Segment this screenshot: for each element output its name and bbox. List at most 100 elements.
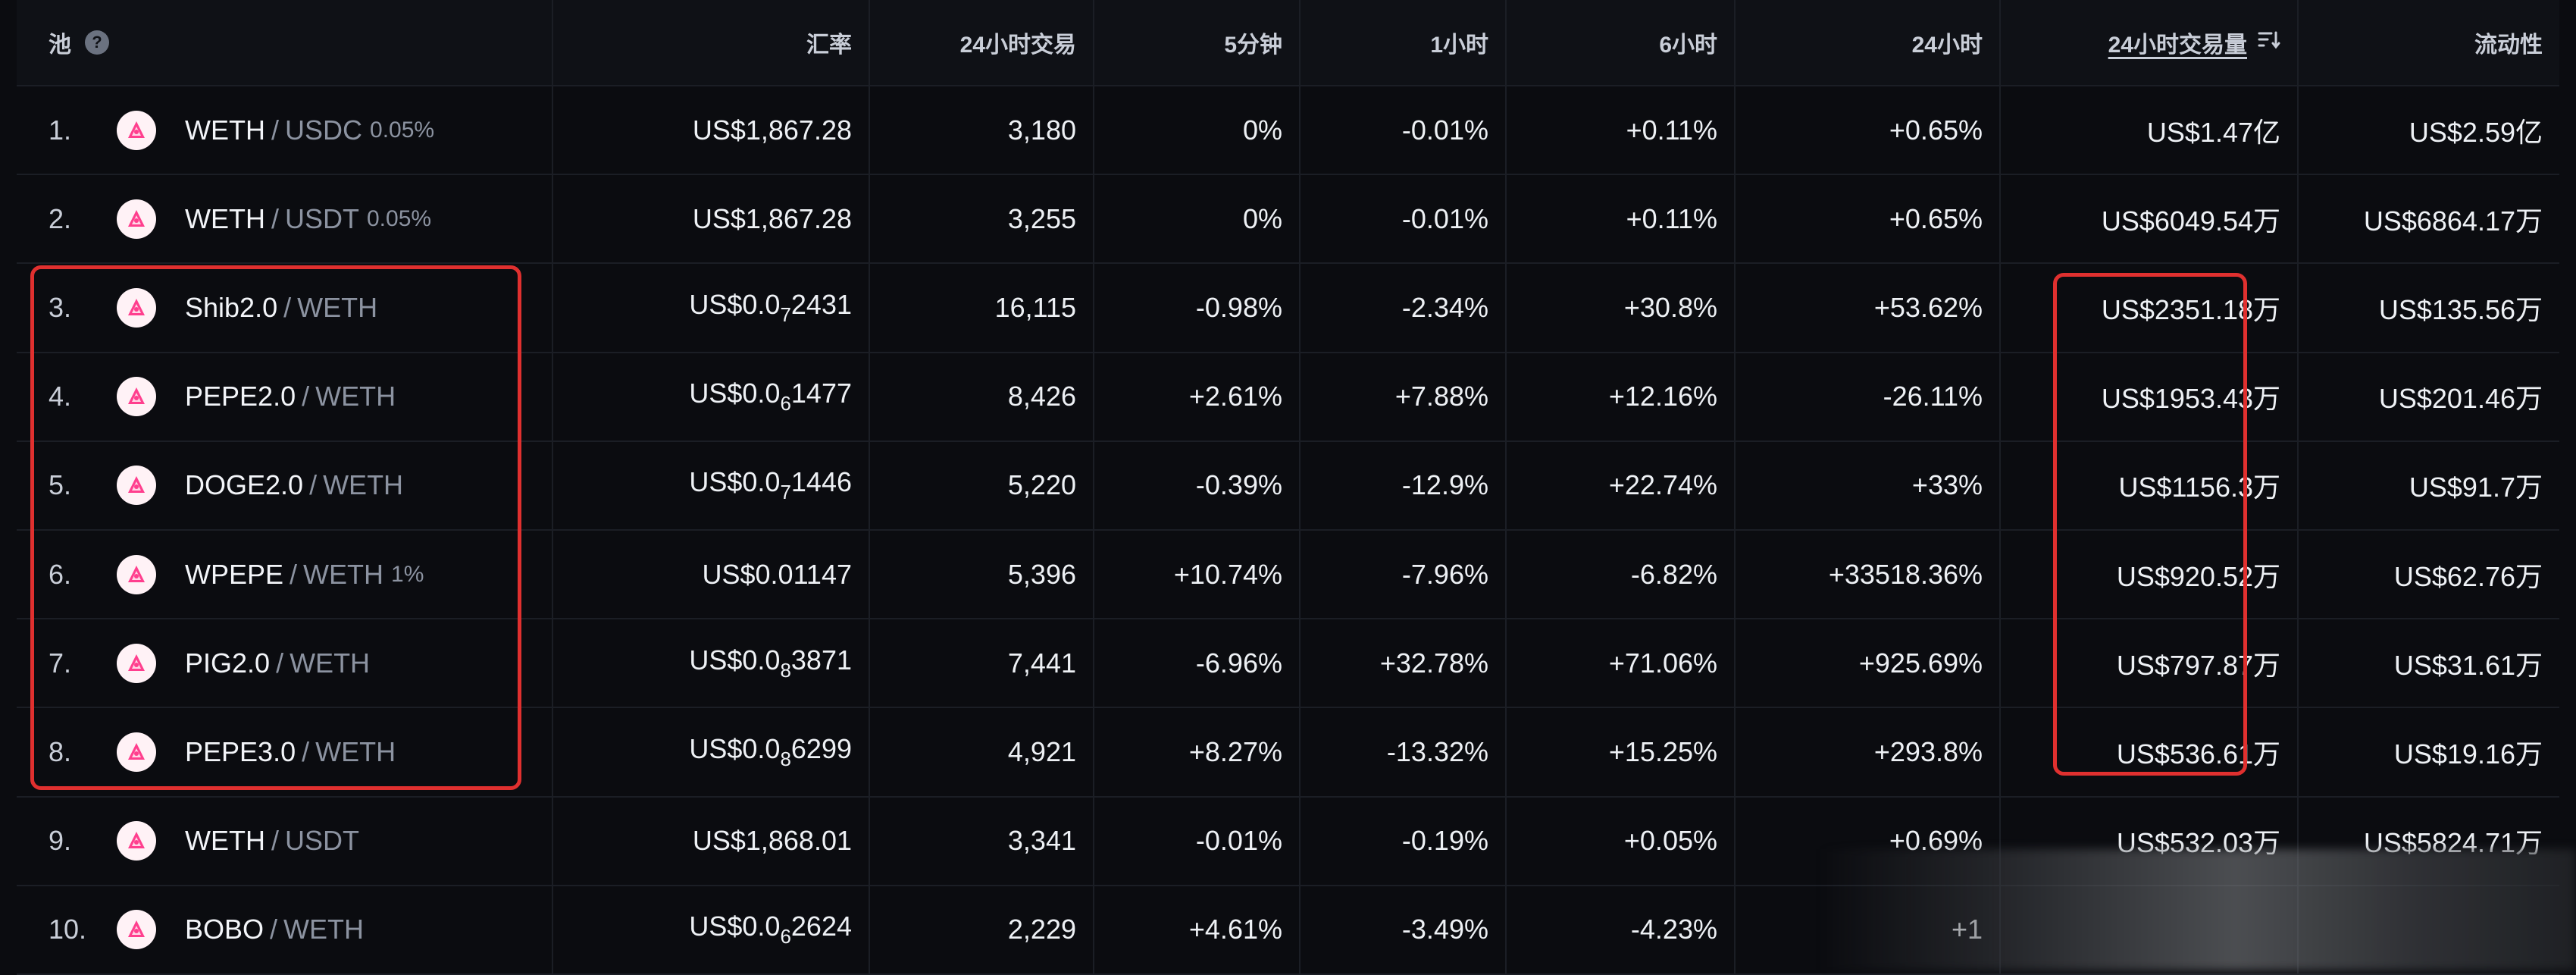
volume24h-cell: US$536.61万	[2001, 708, 2299, 796]
rate-cell: US$0.01147	[553, 530, 870, 619]
header-6h[interactable]: 6小时	[1507, 0, 1736, 85]
volume24h-cell: US$920.52万	[2001, 530, 2299, 619]
volume24h-cell: US$6049.54万	[2001, 175, 2299, 263]
row-index: 1.	[49, 114, 72, 146]
token1-symbol: WETH	[303, 558, 384, 590]
pool-cell[interactable]: 6. WPEPE / WETH 1%	[17, 530, 553, 619]
pool-cell[interactable]: 9. WETH / USDT	[17, 797, 553, 885]
change-1h-cell: -0.19%	[1301, 797, 1507, 885]
pair-separator: /	[271, 114, 279, 146]
pair-separator: /	[283, 291, 292, 323]
token0-symbol: WPEPE	[185, 558, 284, 590]
change-5m-cell: +2.61%	[1094, 353, 1301, 440]
change-1h-cell: -13.32%	[1301, 708, 1507, 796]
table-row[interactable]: 4. PEPE2.0 / WETH US$0.061477 8,426 +2.6…	[17, 353, 2559, 442]
row-index: 4.	[49, 381, 72, 412]
change-1h-cell: -0.01%	[1301, 86, 1507, 174]
table-row[interactable]: 6. WPEPE / WETH 1% US$0.01147 5,396 +10.…	[17, 530, 2559, 620]
pool-cell[interactable]: 3. Shib2.0 / WETH	[17, 264, 553, 352]
change-1h-cell: -3.49%	[1301, 886, 1507, 973]
change-5m-cell: +8.27%	[1094, 708, 1301, 796]
liquidity-cell: US$62.76万	[2393, 560, 2543, 592]
header-5m[interactable]: 5分钟	[1094, 0, 1301, 85]
table-row[interactable]: 5. DOGE2.0 / WETH US$0.071446 5,220 -0.3…	[17, 441, 2559, 531]
rate-value: US$0.086299	[689, 732, 852, 770]
volume24h-cell: US$1953.43万	[2001, 353, 2299, 440]
change-24h-cell: +33%	[1736, 441, 2001, 529]
pair-separator: /	[271, 202, 279, 234]
change-24h-cell: +293.8%	[1736, 708, 2001, 796]
header-tx24h[interactable]: 24小时交易	[870, 0, 1094, 85]
token1-symbol: WETH	[290, 647, 371, 679]
row-index: 5.	[49, 469, 72, 501]
change-1h-cell: +32.78%	[1301, 619, 1507, 707]
header-24h[interactable]: 24小时	[1736, 0, 2001, 85]
table-row[interactable]: 7. PIG2.0 / WETH US$0.083871 7,441 -6.96…	[17, 619, 2559, 709]
change-1h-cell: -12.9%	[1301, 441, 1507, 529]
uniswap-unicorn-icon	[117, 199, 156, 239]
row-index: 2.	[49, 202, 72, 234]
tx24h-cell: 3,180	[870, 86, 1094, 174]
rate-value: US$0.01147	[702, 558, 853, 590]
token0-symbol: BOBO	[185, 914, 264, 945]
table-body: 1. WETH / USDC 0.05% US$1,867.28 3,180 0…	[17, 86, 2559, 975]
fee-tier: 0.05%	[370, 117, 435, 143]
uniswap-unicorn-icon	[117, 287, 156, 328]
tx24h-cell: 4,921	[870, 708, 1094, 796]
token0-symbol: PEPE2.0	[185, 381, 296, 412]
pool-cell[interactable]: 4. PEPE2.0 / WETH	[17, 353, 553, 440]
header-liquidity[interactable]: 流动性	[2474, 33, 2543, 58]
change-6h-cell: +0.05%	[1507, 797, 1736, 885]
fee-tier: 0.05%	[367, 205, 432, 231]
volume24h-cell: US$2351.18万	[2001, 264, 2299, 352]
rate-cell: US$1,867.28	[553, 86, 870, 174]
pair-separator: /	[270, 914, 278, 945]
tx24h-cell: 2,229	[870, 886, 1094, 973]
header-rate[interactable]: 汇率	[553, 0, 870, 85]
tx24h-cell: 5,220	[870, 441, 1094, 529]
change-5m-cell: +10.74%	[1094, 530, 1301, 619]
change-24h-cell: +33518.36%	[1736, 530, 2001, 619]
question-circle-icon[interactable]: ?	[85, 30, 109, 55]
change-1h-cell: -0.01%	[1301, 175, 1507, 263]
change-6h-cell: +0.11%	[1507, 86, 1736, 174]
table-row[interactable]: 8. PEPE3.0 / WETH US$0.086299 4,921 +8.2…	[17, 708, 2559, 798]
table-row[interactable]: 3. Shib2.0 / WETH US$0.072431 16,115 -0.…	[17, 264, 2559, 353]
uniswap-unicorn-icon	[117, 110, 156, 150]
rate-cell: US$0.071446	[553, 441, 870, 529]
pool-cell[interactable]: 7. PIG2.0 / WETH	[17, 619, 553, 707]
table-row[interactable]: 2. WETH / USDT 0.05% US$1,867.28 3,255 0…	[17, 175, 2559, 265]
sort-descending-icon[interactable]	[2258, 30, 2280, 55]
pool-cell[interactable]: 1. WETH / USDC 0.05%	[17, 86, 553, 174]
rate-value: US$0.083871	[689, 644, 852, 682]
change-24h-cell: +53.62%	[1736, 264, 2001, 352]
rate-value: US$1,868.01	[692, 825, 852, 857]
header-1h[interactable]: 1小时	[1301, 0, 1507, 85]
pool-cell[interactable]: 5. DOGE2.0 / WETH	[17, 441, 553, 529]
table-row[interactable]: 1. WETH / USDC 0.05% US$1,867.28 3,180 0…	[17, 86, 2559, 176]
volume24h-cell: US$1.47亿	[2001, 86, 2299, 174]
row-index: 9.	[49, 825, 72, 857]
pair-separator: /	[276, 647, 284, 679]
uniswap-unicorn-icon	[117, 821, 156, 861]
fee-tier: 1%	[391, 561, 424, 587]
volume24h-cell: US$797.87万	[2001, 619, 2299, 707]
rate-cell: US$0.062624	[553, 886, 870, 973]
rate-cell: US$0.072431	[553, 264, 870, 352]
pair-separator: /	[309, 469, 318, 501]
liquidity-cell: US$31.61万	[2393, 649, 2543, 681]
pool-cell[interactable]: 2. WETH / USDT 0.05%	[17, 175, 553, 263]
change-5m-cell: -6.96%	[1094, 619, 1301, 707]
header-vol24h-label[interactable]: 24小时交易量	[2108, 33, 2247, 58]
change-5m-cell: 0%	[1094, 175, 1301, 263]
header-vol24h[interactable]: 24小时交易量	[2001, 0, 2299, 85]
rate-value: US$0.071446	[689, 466, 852, 504]
liquidity-cell: US$19.16万	[2393, 738, 2543, 770]
pools-table: 池 ? 汇率 24小时交易 5分钟 1小时 6小时 24小时 24小时交易量 流…	[17, 0, 2559, 975]
pool-cell[interactable]: 10. BOBO / WETH	[17, 886, 553, 973]
pair-separator: /	[302, 381, 310, 412]
token0-symbol: PIG2.0	[185, 647, 271, 679]
rate-cell: US$1,868.01	[553, 797, 870, 885]
pool-cell[interactable]: 8. PEPE3.0 / WETH	[17, 708, 553, 796]
change-1h-cell: +7.88%	[1301, 353, 1507, 440]
